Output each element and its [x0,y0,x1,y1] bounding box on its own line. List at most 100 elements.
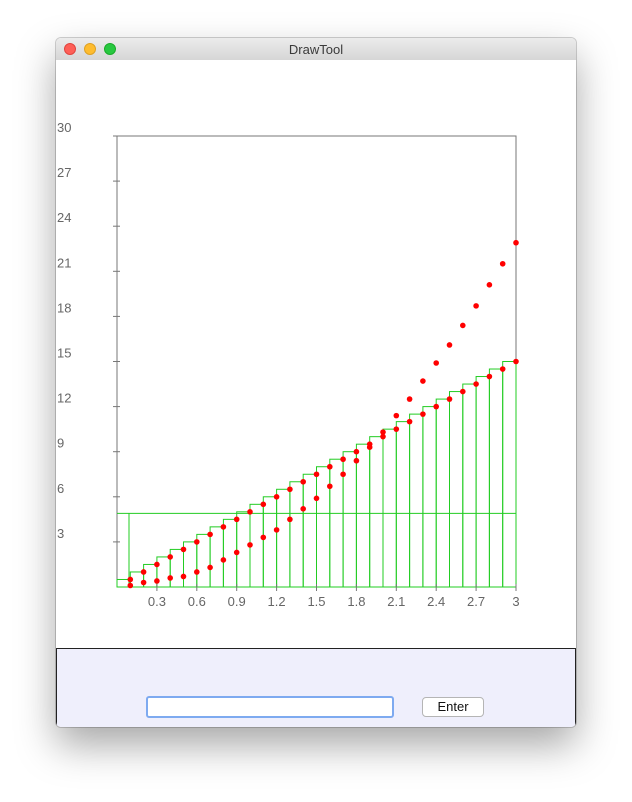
plot: 3 6 9 12 15 18 21 24 27 30 0.3 0.6 0.9 1.2 1.5 1.8 2.1 2.… [57,120,520,609]
y-tick-label: 15 [57,346,71,361]
bar [329,458,344,588]
window-title: DrawTool [288,42,344,57]
data-point [194,539,200,545]
data-point [513,358,519,365]
data-point [260,534,267,541]
data-point [406,418,413,425]
bar [502,361,517,588]
data-point [446,342,453,348]
data-point [393,426,400,432]
data-point [247,542,253,548]
data-point [433,360,440,366]
data-point [513,239,519,246]
bar [342,451,357,588]
y-tick-label: 18 [57,300,71,315]
bar [262,496,278,588]
bar [475,376,490,588]
minimize-button[interactable] [84,43,96,55]
bar [236,511,251,588]
y-tick-label: 3 [57,526,64,541]
data-point [127,582,134,589]
data-point [180,546,187,553]
data-point [327,483,333,490]
data-point [406,396,413,402]
data-point [313,471,320,478]
bar [302,473,317,588]
data-point [473,381,479,387]
data-point [154,561,160,568]
y-tick-label: 27 [57,165,71,180]
x-tick-label: 2.1 [387,594,405,609]
data-point [486,373,493,380]
bar [369,436,384,588]
data-point [220,557,227,563]
data-point [353,457,360,464]
data-point [366,441,373,447]
bar [276,488,291,588]
data-point [433,403,440,410]
data-point [127,576,134,583]
x-tick-label: 0.3 [148,594,166,609]
data-point [273,494,280,500]
data-point [220,524,227,530]
data-point [140,569,147,575]
title-bar[interactable]: DrawTool [56,38,576,61]
data-point [194,569,200,575]
zoom-button[interactable] [104,43,116,55]
bar [435,398,451,588]
y-tick-label: 30 [57,120,71,135]
data-point [393,412,400,419]
data-point [499,260,506,267]
app-window: DrawTool 3 6 9 12 15 18 21 24 27 30 0.3 0.6 0.9 1.2 1.… [56,38,576,727]
data-point [420,411,426,417]
data-point [499,366,506,372]
data-point [473,303,479,309]
data-point [207,531,213,538]
data-point [446,396,453,402]
x-tick-label: 2.7 [467,594,485,609]
bar [382,428,397,588]
data-point [273,527,280,533]
x-tick-label: 1.2 [268,594,286,609]
data-point [340,471,346,478]
x-tick-label: 2.4 [427,594,445,609]
bar [462,383,477,588]
data-point [380,433,386,440]
bar [422,406,437,588]
x-tick-label: 1.8 [347,594,365,609]
data-point [233,549,240,556]
control-panel: Enter [56,648,576,727]
x-tick-label: 1.5 [307,594,325,609]
bar [449,391,464,588]
data-point [460,322,466,329]
x-tick-label: 0.9 [228,594,246,609]
data-point [167,575,173,581]
y-tick-label: 6 [57,481,64,496]
y-tick-label: 21 [57,255,71,270]
data-point [327,463,333,470]
close-button[interactable] [64,43,76,55]
drawing-canvas: 3 6 9 12 15 18 21 24 27 30 0.3 0.6 0.9 1.2 1.5 1.8 2.1 2.… [56,60,576,648]
data-point [287,516,293,523]
data-point [420,378,426,384]
y-tick-label: 12 [57,391,71,406]
data-point [180,573,187,580]
y-tick-label: 9 [57,436,64,451]
data-point [233,516,240,523]
data-point [486,282,493,288]
data-point [300,506,306,512]
bar [409,413,424,588]
data-point [313,495,320,502]
bar [355,443,371,588]
enter-button[interactable]: Enter [422,697,484,717]
command-input[interactable] [146,696,394,718]
x-tick-label: 3 [512,594,519,609]
bar [395,421,411,588]
data-point [207,564,213,571]
data-point [353,448,360,455]
data-point [247,509,253,515]
data-point [287,486,293,493]
data-point [154,578,160,584]
data-point [167,554,173,560]
data-point [260,501,267,508]
